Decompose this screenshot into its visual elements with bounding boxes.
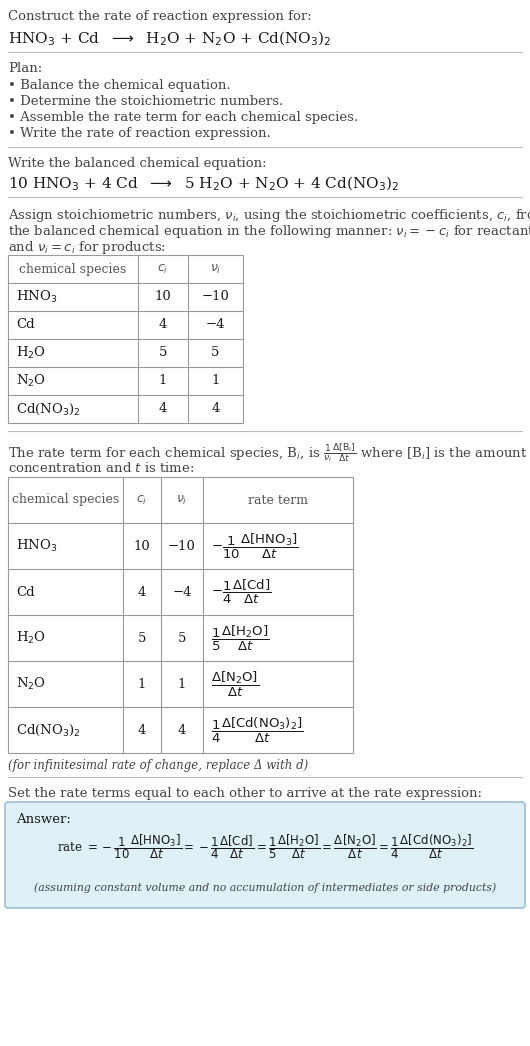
Text: 4: 4 — [211, 403, 220, 415]
Text: 5: 5 — [159, 346, 167, 360]
Text: 5: 5 — [138, 632, 146, 644]
Text: 1: 1 — [178, 678, 186, 690]
Text: concentration and $t$ is time:: concentration and $t$ is time: — [8, 461, 195, 475]
Text: 4: 4 — [138, 724, 146, 736]
Text: H$_2$O: H$_2$O — [16, 345, 46, 361]
Text: 10 HNO$_3$ + 4 Cd  $\longrightarrow$  5 H$_2$O + N$_2$O + 4 Cd(NO$_3$)$_2$: 10 HNO$_3$ + 4 Cd $\longrightarrow$ 5 H$… — [8, 175, 399, 194]
Text: Plan:: Plan: — [8, 62, 42, 75]
Text: (assuming constant volume and no accumulation of intermediates or side products): (assuming constant volume and no accumul… — [34, 883, 496, 893]
Text: 4: 4 — [159, 318, 167, 332]
Text: 4: 4 — [138, 586, 146, 598]
Text: HNO$_3$: HNO$_3$ — [16, 538, 57, 554]
Text: 5: 5 — [178, 632, 186, 644]
Text: • Write the rate of reaction expression.: • Write the rate of reaction expression. — [8, 127, 271, 140]
Text: 5: 5 — [211, 346, 220, 360]
Text: 4: 4 — [159, 403, 167, 415]
Bar — [8, 477, 353, 753]
Text: rate $= -\dfrac{1}{10}\dfrac{\Delta[\mathrm{HNO_3}]}{\Delta t} = -\dfrac{1}{4}\d: rate $= -\dfrac{1}{10}\dfrac{\Delta[\mat… — [57, 833, 473, 862]
Text: (for infinitesimal rate of change, replace Δ with d): (for infinitesimal rate of change, repla… — [8, 759, 308, 772]
Text: 10: 10 — [155, 291, 171, 303]
Text: $\dfrac{\Delta[\mathrm{N_2O}]}{\Delta t}$: $\dfrac{\Delta[\mathrm{N_2O}]}{\Delta t}… — [211, 669, 259, 699]
Text: Cd(NO$_3$)$_2$: Cd(NO$_3$)$_2$ — [16, 402, 81, 416]
Text: −4: −4 — [172, 586, 192, 598]
Text: N$_2$O: N$_2$O — [16, 676, 46, 692]
Text: 1: 1 — [211, 374, 220, 387]
Bar — [8, 255, 243, 423]
Text: Write the balanced chemical equation:: Write the balanced chemical equation: — [8, 157, 267, 170]
Text: • Assemble the rate term for each chemical species.: • Assemble the rate term for each chemic… — [8, 111, 358, 124]
Text: −10: −10 — [201, 291, 229, 303]
Text: 1: 1 — [138, 678, 146, 690]
Text: H$_2$O: H$_2$O — [16, 630, 46, 646]
Text: −10: −10 — [168, 540, 196, 552]
FancyBboxPatch shape — [5, 802, 525, 908]
Text: chemical species: chemical species — [12, 494, 119, 506]
Text: Set the rate terms equal to each other to arrive at the rate expression:: Set the rate terms equal to each other t… — [8, 787, 482, 800]
Text: N$_2$O: N$_2$O — [16, 373, 46, 389]
Text: Cd: Cd — [16, 586, 34, 598]
Text: −4: −4 — [206, 318, 225, 332]
Text: $\dfrac{1}{5}\dfrac{\Delta[\mathrm{H_2O}]}{\Delta t}$: $\dfrac{1}{5}\dfrac{\Delta[\mathrm{H_2O}… — [211, 623, 269, 653]
Text: 1: 1 — [159, 374, 167, 387]
Text: HNO$_3$: HNO$_3$ — [16, 289, 57, 305]
Text: • Balance the chemical equation.: • Balance the chemical equation. — [8, 79, 231, 92]
Text: $\dfrac{1}{4}\dfrac{\Delta[\mathrm{Cd(NO_3)_2}]}{\Delta t}$: $\dfrac{1}{4}\dfrac{\Delta[\mathrm{Cd(NO… — [211, 715, 304, 745]
Text: Cd(NO$_3$)$_2$: Cd(NO$_3$)$_2$ — [16, 723, 81, 737]
Text: 10: 10 — [134, 540, 151, 552]
Text: $c_i$: $c_i$ — [136, 494, 148, 506]
Text: $c_i$: $c_i$ — [157, 263, 169, 275]
Text: The rate term for each chemical species, B$_i$, is $\frac{1}{\nu_i}\frac{\Delta[: The rate term for each chemical species,… — [8, 441, 527, 464]
Text: and $\nu_i = c_i$ for products:: and $\nu_i = c_i$ for products: — [8, 238, 166, 256]
Text: rate term: rate term — [248, 494, 308, 506]
Text: the balanced chemical equation in the following manner: $\nu_i = -c_i$ for react: the balanced chemical equation in the fo… — [8, 223, 530, 240]
Text: 4: 4 — [178, 724, 186, 736]
Text: Answer:: Answer: — [16, 813, 71, 826]
Text: HNO$_3$ + Cd  $\longrightarrow$  H$_2$O + N$_2$O + Cd(NO$_3$)$_2$: HNO$_3$ + Cd $\longrightarrow$ H$_2$O + … — [8, 30, 331, 48]
Text: $\nu_i$: $\nu_i$ — [210, 263, 221, 275]
Text: Cd: Cd — [16, 318, 34, 332]
Text: Assign stoichiometric numbers, $\nu_i$, using the stoichiometric coefficients, $: Assign stoichiometric numbers, $\nu_i$, … — [8, 207, 530, 224]
Text: $\nu_i$: $\nu_i$ — [176, 494, 188, 506]
Text: Construct the rate of reaction expression for:: Construct the rate of reaction expressio… — [8, 10, 312, 23]
Text: $-\dfrac{1}{4}\dfrac{\Delta[\mathrm{Cd}]}{\Delta t}$: $-\dfrac{1}{4}\dfrac{\Delta[\mathrm{Cd}]… — [211, 578, 271, 606]
Text: • Determine the stoichiometric numbers.: • Determine the stoichiometric numbers. — [8, 95, 283, 108]
Text: $-\dfrac{1}{10}\dfrac{\Delta[\mathrm{HNO_3}]}{\Delta t}$: $-\dfrac{1}{10}\dfrac{\Delta[\mathrm{HNO… — [211, 531, 299, 561]
Text: chemical species: chemical species — [20, 263, 127, 275]
